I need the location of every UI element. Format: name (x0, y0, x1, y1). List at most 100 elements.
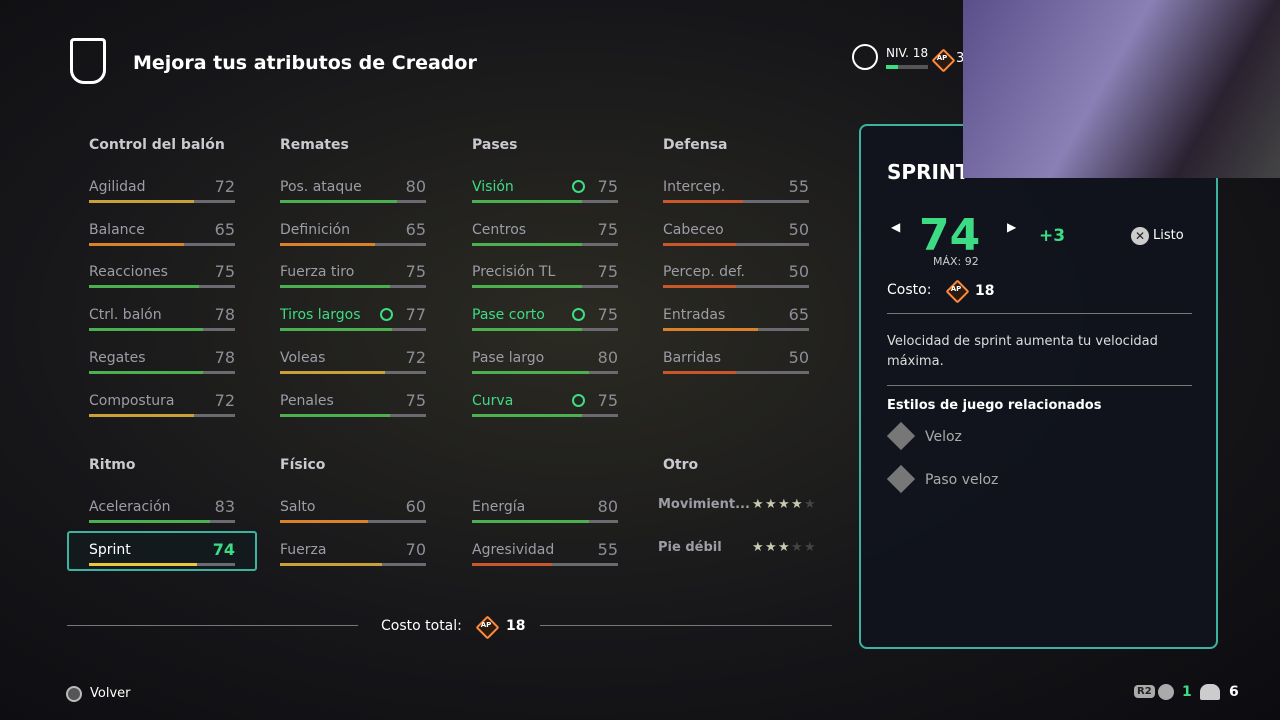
attribute-name[interactable]: Penales (280, 392, 334, 409)
attribute-bar (89, 242, 184, 246)
attribute-bar-track (89, 413, 235, 417)
empty-star: ★ (804, 540, 816, 555)
total-value: 18 (506, 618, 526, 634)
attribute-value: 55 (788, 177, 809, 196)
attribute-name[interactable]: Balance (89, 221, 145, 238)
attribute-value: 60 (405, 497, 426, 516)
attribute-value: 80 (597, 347, 618, 367)
attribute-name[interactable]: Agresividad (472, 541, 555, 558)
back-label[interactable]: Volver (90, 686, 131, 701)
playstyle-name: Veloz (925, 429, 962, 445)
attribute-name[interactable]: Pos. ataque (280, 179, 362, 195)
attribute-bar-track (472, 328, 618, 332)
attribute-name[interactable]: Aceleración (89, 499, 171, 515)
attribute-name[interactable]: Fuerza tiro (280, 264, 355, 281)
webcam-overlay (963, 0, 1280, 178)
group-title: Pases (472, 137, 518, 153)
attribute-name[interactable]: Pase largo (472, 349, 545, 366)
attribute-name[interactable]: Barridas (663, 349, 722, 366)
attribute-bar (280, 562, 383, 566)
attribute-value: 77 (405, 305, 426, 325)
attribute-name[interactable]: Salto (280, 499, 316, 515)
attribute-name[interactable]: Curva (472, 392, 514, 409)
page-title: Mejora tus atributos de Creador (133, 52, 477, 74)
attribute-name[interactable]: Entradas (663, 307, 726, 324)
attribute-name[interactable]: Ctrl. balón (89, 307, 162, 324)
done-button-icon[interactable]: ✕ (1131, 227, 1149, 245)
attribute-bar-track (280, 200, 426, 203)
attribute-bar (89, 562, 198, 566)
attribute-name[interactable]: Pase corto (472, 307, 545, 324)
skill-name: Pie débil (658, 540, 722, 555)
attribute-name[interactable]: Sprint (89, 541, 131, 558)
attribute-name[interactable]: Voleas (280, 349, 326, 366)
divider (887, 385, 1192, 386)
attribute-name[interactable]: Visión (472, 179, 514, 195)
attribute-name[interactable]: Percep. def. (663, 264, 745, 281)
attribute-bar (472, 242, 582, 246)
attribute-bar-track (280, 520, 426, 523)
playstyle-name: Paso veloz (925, 472, 999, 488)
level: NIV. 18 (886, 46, 929, 60)
attribute-bar-track (472, 370, 618, 374)
playstyle-icon (886, 421, 916, 451)
attribute-name[interactable]: Intercep. (663, 179, 726, 195)
attribute-bar-track (89, 285, 235, 289)
attribute-bar-track (663, 200, 809, 203)
level-icon (852, 44, 878, 70)
friends-icon (1200, 684, 1220, 700)
attribute-name[interactable]: Energía (472, 499, 526, 515)
playstyle-icon (380, 308, 393, 322)
attribute-bar (472, 520, 589, 523)
back-icon[interactable] (66, 686, 82, 702)
attribute-name[interactable]: Reacciones (89, 264, 168, 281)
attribute-value: 74 (212, 539, 235, 559)
attribute-value: 65 (788, 305, 809, 325)
attribute-value: 75 (597, 305, 618, 325)
divider (540, 625, 832, 626)
star: ★ (765, 540, 777, 555)
attribute-value: 75 (214, 262, 235, 282)
attribute-bar-track (280, 562, 426, 566)
attribute-name[interactable]: Centros (472, 221, 527, 238)
group-title: Otro (663, 457, 699, 473)
group-title: Físico (280, 457, 326, 473)
ap-text: AP (936, 54, 948, 62)
ap-text: AP (480, 621, 492, 629)
attribute-value: 72 (214, 390, 235, 410)
playstyle-icon (572, 308, 585, 322)
attribute-bar-track (663, 370, 809, 374)
total-label: Costo total: (381, 618, 462, 634)
points: 3 (956, 51, 965, 66)
star: ★ (791, 497, 803, 512)
speaker-icon (1158, 684, 1174, 700)
attribute-name[interactable]: Regates (89, 349, 146, 366)
attribute-bar (89, 200, 195, 203)
attribute-bar (280, 285, 390, 289)
attribute-bar (663, 285, 736, 289)
playstyle-icon (572, 180, 585, 193)
arrow-right[interactable]: ▶ (1007, 220, 1017, 234)
attribute-bar-track (472, 562, 618, 566)
attribute-bar (472, 285, 582, 289)
attribute-name[interactable]: Cabeceo (663, 221, 724, 238)
group-title: Defensa (663, 137, 728, 153)
attribute-name[interactable]: Agilidad (89, 179, 146, 195)
attribute-name[interactable]: Definición (280, 221, 350, 238)
done-label[interactable]: Listo (1153, 228, 1184, 243)
attribute-bar-track (89, 328, 235, 332)
attribute-name[interactable]: Fuerza (280, 541, 327, 558)
attribute-value: 75 (597, 262, 618, 282)
ap-badge: AP (475, 615, 500, 640)
arrow-left[interactable]: ◀ (891, 220, 901, 234)
star: ★ (765, 497, 777, 512)
attribute-bar (280, 520, 368, 523)
attribute-value: 78 (214, 347, 235, 367)
attribute-name[interactable]: Precisión TL (472, 264, 556, 281)
attribute-name[interactable]: Tiros largos (280, 307, 361, 324)
attribute-name[interactable]: Compostura (89, 392, 175, 409)
empty-star: ★ (804, 497, 816, 512)
attribute-bar-track (280, 285, 426, 289)
count-1: 1 (1182, 684, 1192, 700)
